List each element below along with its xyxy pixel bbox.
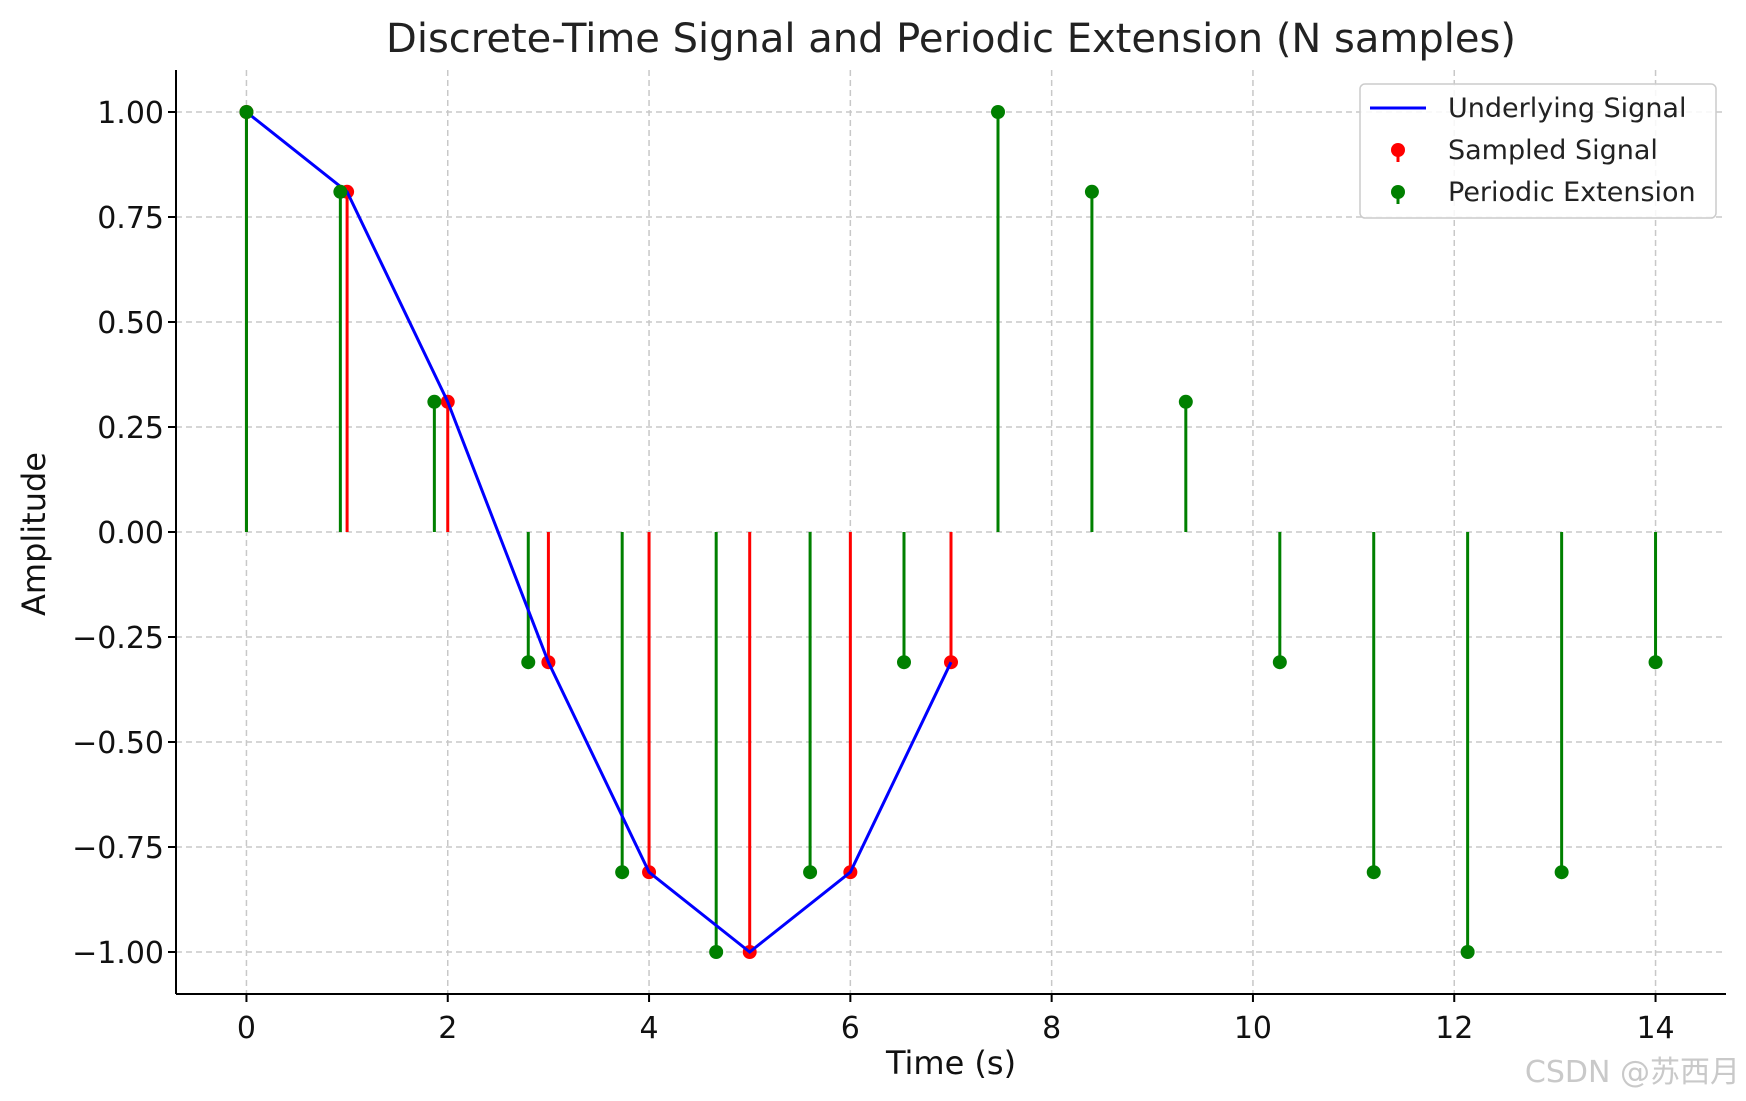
periodic-extension-marker — [615, 865, 630, 880]
watermark: CSDN @苏西月 — [1524, 1055, 1740, 1090]
x-tick-label: 0 — [237, 1011, 256, 1046]
x-tick-label: 6 — [841, 1011, 860, 1046]
periodic-extension-marker — [1366, 865, 1381, 880]
y-tick-label: 0.75 — [97, 201, 164, 236]
chart-title: Discrete-Time Signal and Periodic Extens… — [386, 16, 1516, 62]
legend-label: Periodic Extension — [1448, 177, 1696, 208]
underlying-signal-line — [245, 110, 953, 954]
legend-label: Underlying Signal — [1448, 93, 1686, 124]
x-tick-label: 2 — [438, 1011, 457, 1046]
periodic-extension-marker — [1554, 865, 1569, 880]
legend: Underlying Signal Sampled Signal Periodic … — [1359, 83, 1717, 219]
y-tick-label: −1.00 — [72, 936, 164, 971]
periodic-extension-marker — [1648, 655, 1663, 670]
periodic-extension-marker — [1084, 184, 1099, 199]
y-tick-label: −0.25 — [72, 621, 164, 656]
x-tick-label: 8 — [1042, 1011, 1061, 1046]
periodic-extension-marker — [991, 105, 1006, 119]
x-tick-label: 12 — [1435, 1011, 1473, 1046]
periodic-extension-marker — [1272, 655, 1287, 670]
ticks: 0 2 4 6 8 10 12 14 1.00 0.75 0.50 0.25 0.00 −0.25 −0.5… — [72, 96, 1675, 1046]
periodic-extension-marker — [1460, 945, 1475, 959]
legend-marker-handle — [1391, 143, 1405, 157]
y-tick-label: 0.00 — [97, 516, 164, 551]
periodic-extension-marker — [521, 655, 536, 670]
periodic-extension-marker — [709, 945, 724, 959]
periodic-extension-marker — [333, 184, 348, 199]
periodic-extension-marker — [896, 655, 911, 670]
y-tick-label: 0.25 — [97, 411, 164, 446]
y-tick-label: 1.00 — [97, 96, 164, 131]
y-tick-label: 0.50 — [97, 306, 164, 341]
x-axis-label: Time (s) — [885, 1044, 1016, 1082]
x-tick-label: 4 — [640, 1011, 659, 1046]
y-tick-label: −0.50 — [72, 726, 164, 761]
periodic-extension-marker — [1178, 394, 1193, 409]
y-axis-label: Amplitude — [15, 452, 53, 616]
legend-box — [1359, 83, 1717, 219]
y-tick-label: −0.75 — [72, 831, 164, 866]
x-tick-label: 14 — [1636, 1011, 1674, 1046]
legend-label: Sampled Signal — [1448, 135, 1658, 166]
periodic-extension-marker — [803, 865, 818, 880]
legend-marker-handle — [1391, 185, 1405, 199]
periodic-extension-marker — [239, 105, 254, 119]
plot-marks — [239, 105, 1663, 959]
periodic-extension-marker — [427, 394, 442, 409]
x-tick-label: 10 — [1234, 1011, 1272, 1046]
